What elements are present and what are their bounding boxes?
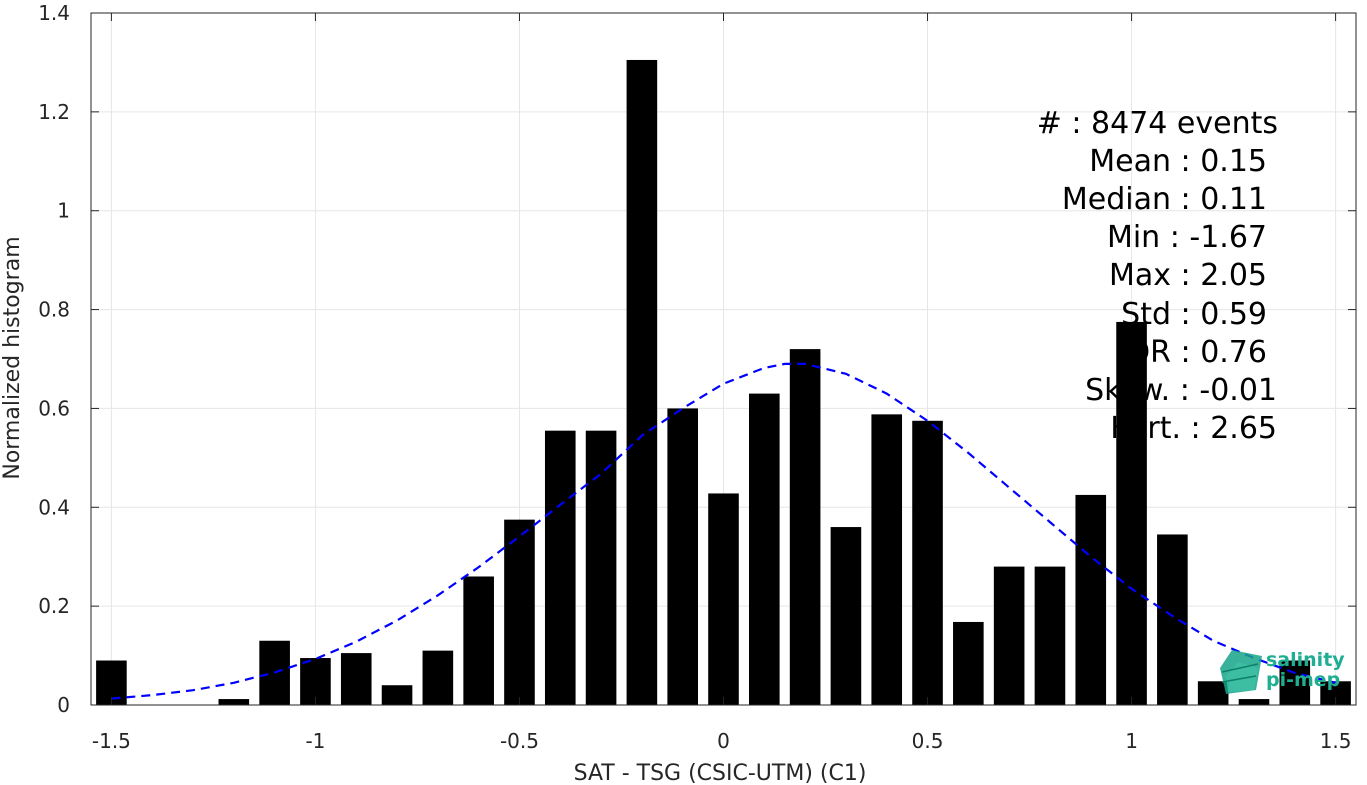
histogram-bar bbox=[585, 430, 617, 705]
x-tick-label: -1 bbox=[305, 729, 325, 753]
y-tick-label: 1 bbox=[57, 199, 70, 223]
histogram-bar bbox=[381, 685, 413, 705]
histogram-bar bbox=[1034, 566, 1066, 705]
histogram-bar bbox=[749, 393, 780, 705]
y-tick-label: 0.2 bbox=[38, 594, 70, 618]
x-tick-labels: -1.5 -1 -0.5 0 0.5 1 1.5 bbox=[92, 729, 1352, 753]
gaussian-fit-curve bbox=[111, 362, 1336, 700]
x-tick-label: 1 bbox=[1125, 729, 1138, 753]
histogram-bar bbox=[993, 566, 1025, 705]
histogram-bar bbox=[708, 493, 739, 705]
y-tick-label: 1.4 bbox=[38, 1, 70, 25]
histogram-bar bbox=[1116, 321, 1147, 705]
stat-std: Std : 0.59 bbox=[1121, 297, 1267, 332]
stat-count: # : 8474 events bbox=[1037, 106, 1278, 141]
stat-iqr: IQR : 0.76 bbox=[1118, 335, 1267, 370]
x-tick-label: -1.5 bbox=[92, 729, 131, 753]
histogram-bar bbox=[1157, 534, 1188, 705]
y-tick-labels: 0 0.2 0.4 0.6 0.8 1 1.2 1.4 bbox=[38, 1, 70, 717]
histogram-bar bbox=[667, 408, 698, 705]
histogram-bar bbox=[626, 59, 658, 705]
y-tick-label: 0 bbox=[57, 693, 70, 717]
histogram-bar bbox=[912, 420, 943, 705]
stat-max: Max : 2.05 bbox=[1109, 258, 1267, 293]
histogram-bar bbox=[953, 621, 984, 705]
histogram-bar bbox=[340, 653, 372, 705]
logo-text-line2: pi-mep bbox=[1266, 669, 1340, 691]
histogram-bar bbox=[422, 650, 454, 705]
axis-ticks bbox=[91, 12, 1356, 706]
x-tick-label: 0 bbox=[717, 729, 730, 753]
x-tick-label: 1.5 bbox=[1320, 729, 1352, 753]
x-tick-label: -0.5 bbox=[500, 729, 539, 753]
x-tick-label: 0.5 bbox=[912, 729, 944, 753]
histogram-bar bbox=[1320, 681, 1351, 705]
histogram-bar bbox=[218, 699, 250, 705]
y-tick-label: 0.4 bbox=[38, 495, 70, 519]
histogram-bar bbox=[789, 349, 821, 705]
histogram-bar bbox=[544, 430, 576, 705]
stat-kurt: Kurt. : 2.65 bbox=[1110, 411, 1277, 446]
stat-min: Min : -1.67 bbox=[1107, 220, 1267, 255]
stat-mean: Mean : 0.15 bbox=[1089, 144, 1267, 179]
histogram-bar bbox=[504, 519, 535, 705]
x-axis-label: SAT - TSG (CSIC-UTM) (C1) bbox=[574, 761, 867, 785]
histogram-bar bbox=[830, 527, 862, 705]
y-tick-label: 0.8 bbox=[38, 298, 70, 322]
stat-median: Median : 0.11 bbox=[1062, 182, 1267, 217]
statistics-annotation: # : 8474 events Mean : 0.15 Median : 0.1… bbox=[1037, 106, 1278, 446]
histogram-bar bbox=[871, 414, 903, 705]
histogram-bar bbox=[463, 576, 494, 705]
histogram-bar bbox=[1279, 660, 1311, 705]
stat-skew: Skew. : -0.01 bbox=[1085, 373, 1277, 408]
histogram-bar bbox=[1197, 681, 1229, 705]
logo-text-line1: salinity bbox=[1266, 649, 1345, 671]
histogram-bar bbox=[1238, 699, 1270, 705]
salinity-pimep-logo: salinity pi-mep bbox=[1220, 649, 1345, 694]
logo-icon bbox=[1220, 650, 1262, 694]
y-axis-label: Normalized histogram bbox=[0, 236, 25, 479]
histogram-bar bbox=[1075, 494, 1107, 705]
y-tick-label: 1.2 bbox=[38, 100, 70, 124]
y-tick-label: 0.6 bbox=[38, 396, 70, 420]
